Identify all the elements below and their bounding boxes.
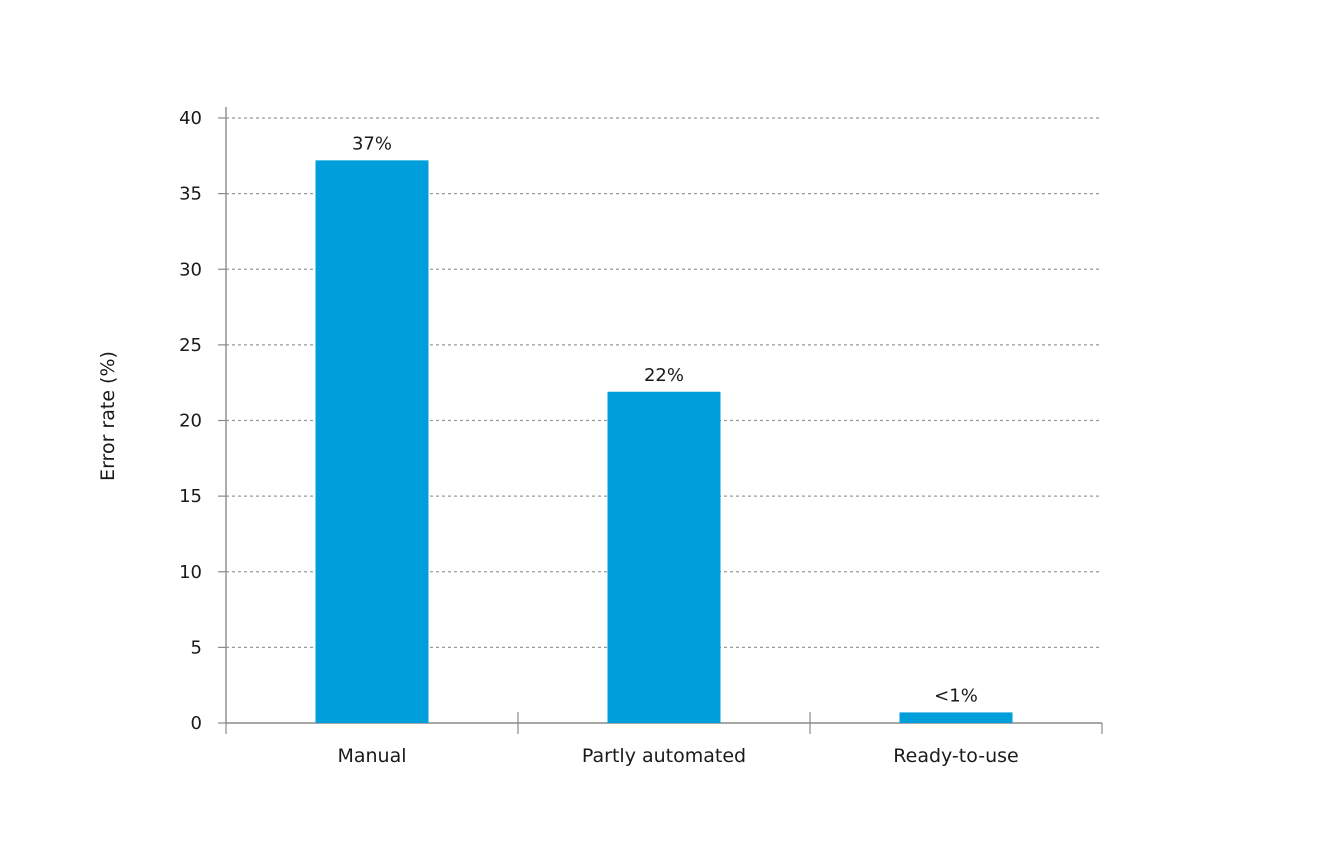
y-tick-label: 10 <box>179 562 202 583</box>
y-tick-label: 30 <box>179 259 202 280</box>
data-labels: 37% 22% <1% <box>352 133 978 706</box>
bar <box>315 160 429 724</box>
category-labels: Manual Partly automated Ready-to-use <box>337 745 1018 767</box>
bar <box>607 391 721 723</box>
y-tick-label: 25 <box>179 335 202 356</box>
bar-value-label: <1% <box>934 685 978 706</box>
category-label: Partly automated <box>582 745 746 767</box>
y-tick-label: 0 <box>191 713 202 734</box>
category-label: Manual <box>337 745 406 767</box>
y-tick-label: 20 <box>179 411 202 432</box>
bars <box>315 160 1013 724</box>
y-tick-label: 15 <box>179 486 202 507</box>
bar <box>899 712 1013 723</box>
category-label: Ready-to-use <box>893 745 1018 767</box>
y-axis-title: Error rate (%) <box>97 351 119 481</box>
y-tick-label: 35 <box>179 184 202 205</box>
y-tick-label: 40 <box>179 108 202 129</box>
bar-value-label: 22% <box>644 365 684 386</box>
bar-value-label: 37% <box>352 133 392 154</box>
y-tick-label: 5 <box>191 637 202 658</box>
y-tick-labels: 0 5 10 15 20 25 30 35 40 <box>179 108 202 734</box>
